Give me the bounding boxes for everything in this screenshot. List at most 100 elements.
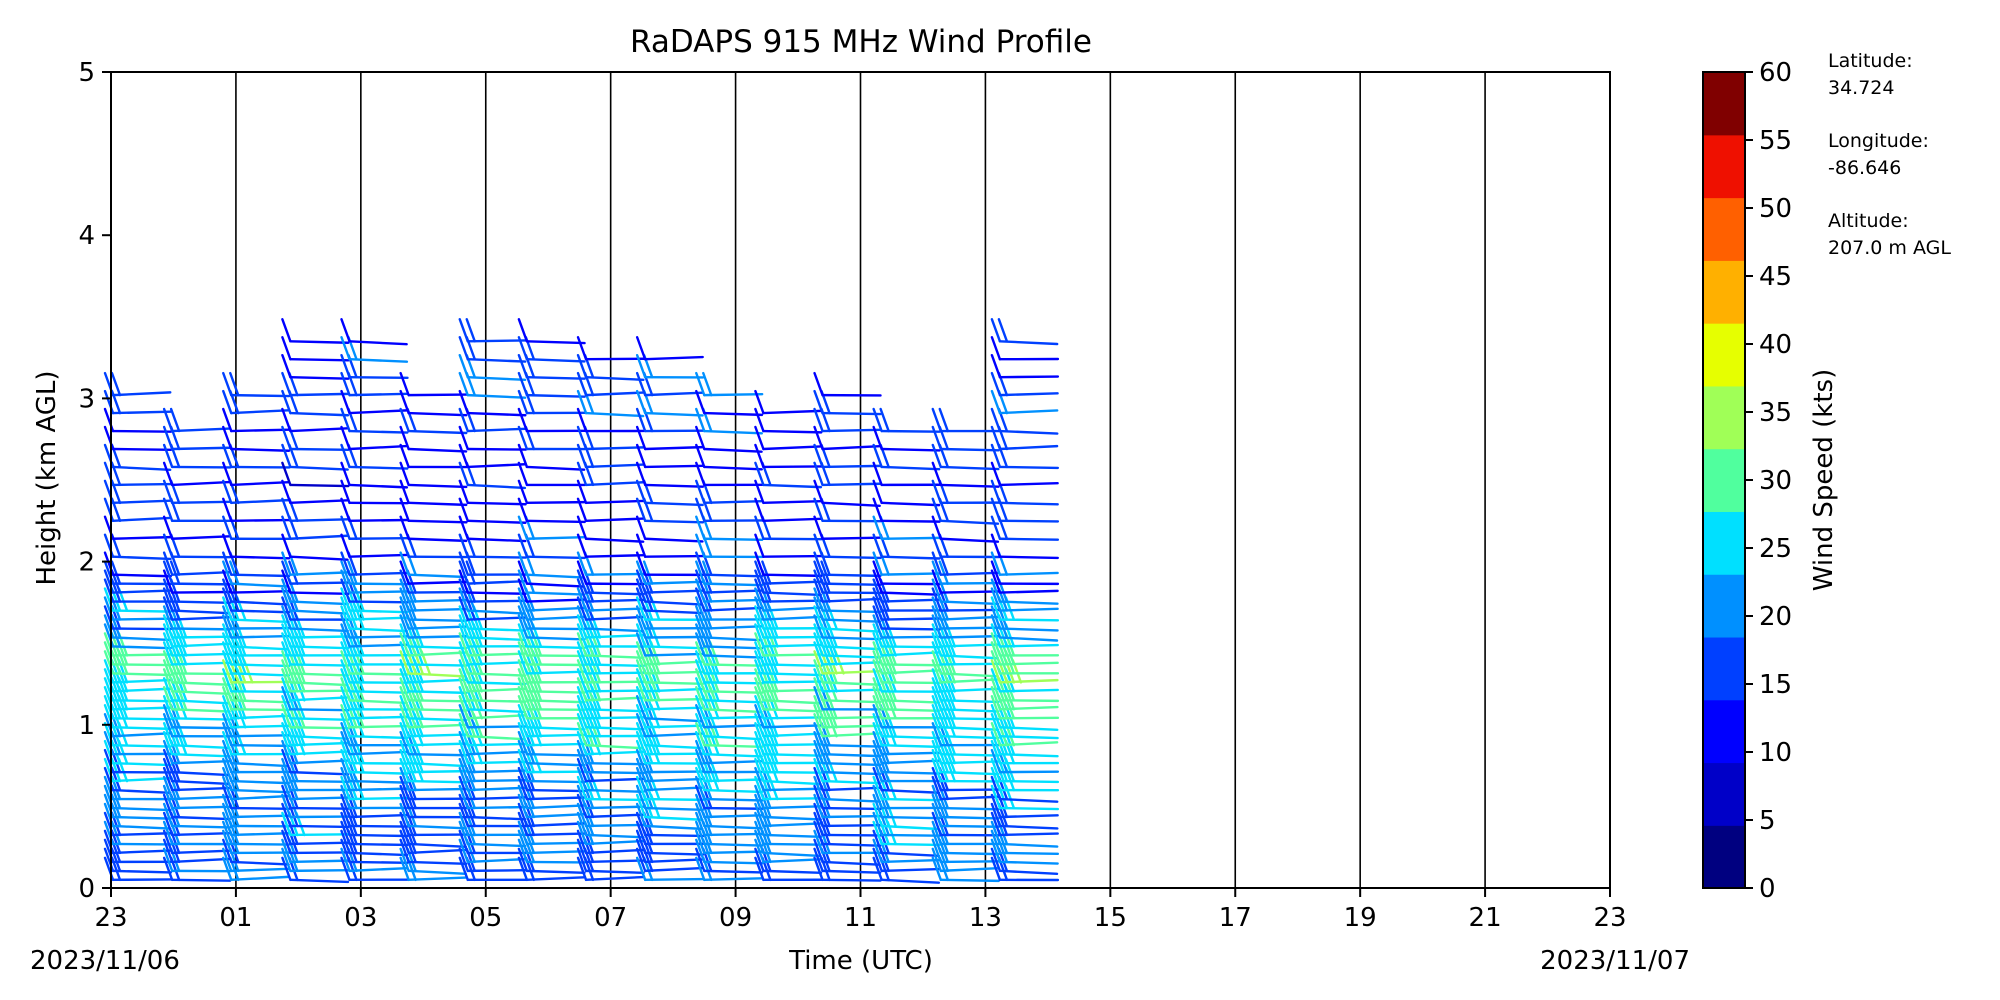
wind-barb-flag [340,686,351,711]
wind-barb-shaft [703,589,764,594]
wind-barb-shaft [111,806,172,812]
wind-barb-flag [695,784,706,810]
wind-barb-shaft [584,463,645,469]
wind-barb-shaft [762,732,822,738]
wind-barb-flag [399,713,410,738]
wind-barb-flag [754,650,765,675]
wind-barb-flag [169,407,181,433]
wind-barb-flag [813,389,824,415]
wind-barb-flag [931,614,942,639]
wind-barb-shaft [584,663,646,668]
wind-barb-shaft [289,824,350,829]
wind-barb-flag [990,407,1002,433]
x-end-date: 2023/11/07 [1540,946,1690,976]
wind-barb-flag [754,802,765,828]
wind-barb-flag [222,722,233,747]
wind-barb-shaft [525,627,587,631]
wind-barb-flag [754,847,765,873]
wind-barb-flag [399,784,410,810]
wind-barb-shaft [111,788,172,795]
wind-barb-flag [754,677,765,702]
colorbar-segment [1703,448,1745,512]
wind-barb-shaft [407,411,468,417]
wind-barb-flag [222,623,233,648]
wind-barb-shaft [525,860,587,864]
wind-barb-shaft [643,600,704,606]
wind-barb-flag [458,820,469,846]
wind-barb-shaft [230,672,291,677]
wind-barb-shaft [230,498,290,505]
wind-barb-flag [695,425,706,451]
wind-barb-flag [695,713,706,738]
wind-barb-flag [340,856,351,882]
wind-barb-flag [340,336,351,361]
wind-barb-shaft [998,501,1059,506]
wind-barb-shaft [525,832,586,837]
wind-barb-flag [222,802,233,828]
wind-barb-shaft [998,600,1059,605]
wind-barb-flag [931,497,942,522]
wind-barb-flag [990,739,1002,765]
wind-barb-flag [340,641,351,666]
wind-barb-flag [458,793,469,819]
longitude-value: -86.646 [1828,157,1902,179]
wind-barb-shaft [348,842,409,847]
wind-barb-shaft [466,699,527,703]
wind-barb-flag [813,479,824,505]
wind-barb-shaft [525,606,586,612]
wind-barb-flag [162,775,174,801]
wind-barb-flag [872,802,883,828]
wind-barb-shaft [821,732,881,738]
wind-barb-shaft [466,714,527,720]
wind-barb-flag [990,856,1002,882]
wind-barb-flag [281,551,292,576]
wind-barb-flag [399,722,410,747]
wind-barb-shaft [584,499,645,505]
wind-barb-shaft [466,636,527,642]
wind-barb-shaft [111,732,172,738]
wind-barb-flag [222,730,233,756]
wind-barb-flag [517,856,529,882]
wind-barb-shaft [348,866,409,873]
wind-barb-shaft [407,672,467,678]
wind-barb-flag [635,596,647,621]
wind-barb-flag [931,856,942,882]
wind-barb-shaft [703,752,763,758]
wind-barb-shaft [643,687,704,693]
wind-barb-shaft [407,824,468,830]
wind-barb-shaft [407,752,468,757]
wind-barb-flag [517,569,529,594]
wind-barb-shaft [584,375,645,381]
wind-barb-flag [695,677,706,702]
wind-barb-flag [931,461,942,487]
wind-barb-flag [281,713,292,738]
wind-barb-flag [281,407,292,433]
wind-barb-shaft [111,573,172,578]
wind-barb-shaft [998,688,1059,693]
wind-barb-shaft [998,832,1059,837]
x-tick-label: 21 [1469,903,1502,933]
wind-barb-flag [635,838,647,864]
wind-barb-flag [635,802,647,828]
wind-barb-flag [458,569,469,594]
wind-barb-shaft [939,788,1000,792]
wind-barb-shaft [348,340,408,346]
wind-barb-shaft [466,519,527,524]
wind-barb-flag [281,425,292,451]
wind-barb-flag [162,811,174,837]
wind-barb-flag [340,479,351,505]
wind-barb-shaft [407,519,468,524]
wind-barb-flag [340,578,351,603]
wind-barb-flag [399,443,410,469]
wind-barb-shaft [525,636,586,641]
wind-barb-shaft [762,708,823,713]
wind-barb-flag [517,838,529,864]
wind-barb-flag [576,353,588,379]
wind-barb-shaft [939,760,1000,765]
wind-barb-shaft [407,860,468,866]
wind-barb-shaft [703,699,764,704]
wind-barb-flag [695,838,706,864]
wind-barb-flag [517,389,529,415]
wind-barb-flag [281,336,292,361]
wind-barb-shaft [880,617,941,621]
